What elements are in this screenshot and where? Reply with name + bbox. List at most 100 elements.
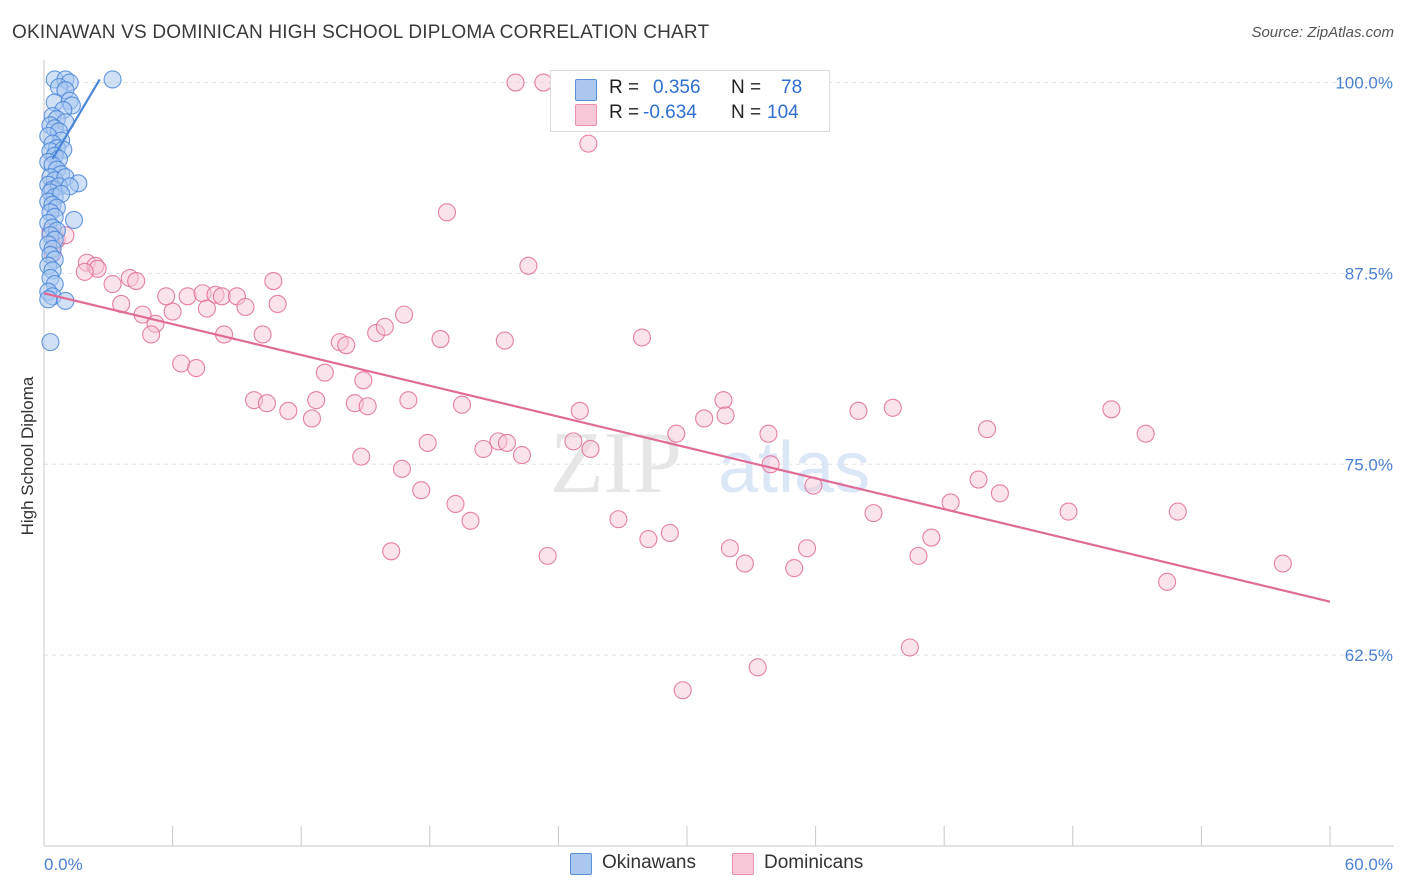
data-point-dominicans [437, 203, 456, 222]
x-tick-label: 60.0% [1345, 855, 1393, 874]
data-point-dominicans [157, 287, 176, 306]
data-point-dominicans [418, 433, 437, 452]
data-point-dominicans [412, 481, 431, 500]
data-point-dominicans [990, 484, 1009, 503]
data-point-dominicans [1136, 424, 1155, 443]
data-point-dominicans [354, 371, 373, 390]
legend-n-value-dominicans: 104 [767, 102, 799, 123]
data-point-dominicans [1158, 572, 1177, 591]
data-point-dominicans [358, 397, 377, 416]
data-point-dominicans [519, 256, 538, 275]
data-point-dominicans [1273, 554, 1292, 573]
data-point-dominicans [609, 510, 628, 529]
source-label: Source: ZipAtlas.com [1251, 24, 1394, 41]
data-point-dominicans [103, 275, 122, 294]
data-point-dominicans [797, 539, 817, 558]
trend-line-dominicans [43, 292, 1331, 603]
data-point-dominicans [197, 299, 216, 318]
x-tick-label: 0.0% [44, 855, 83, 874]
data-point-dominicans [187, 359, 206, 378]
data-point-dominicans [392, 459, 411, 478]
bottom-legend-label-okinawans: Okinawans [602, 852, 696, 873]
data-point-dominicans [720, 539, 739, 558]
data-point-dominicans [474, 439, 493, 459]
data-point-okinawans [41, 333, 60, 352]
data-point-dominicans [748, 658, 767, 677]
data-point-dominicans [446, 494, 465, 514]
data-point-dominicans [337, 336, 356, 355]
data-point-dominicans [172, 354, 191, 373]
data-point-dominicans [883, 398, 902, 417]
trend-lines [43, 78, 1331, 603]
data-point-dominicans [761, 455, 780, 474]
data-point-dominicans [236, 297, 255, 317]
data-point-dominicans [302, 409, 321, 428]
data-point-dominicans [538, 546, 557, 565]
data-point-dominicans [142, 325, 161, 344]
bottom-legend-swatch-okinawans [570, 853, 592, 875]
data-point-dominicans [395, 305, 414, 324]
tick-labels: 100.0% 87.5% 75.0% 62.5% 0.0% 60.0% [44, 74, 1393, 874]
data-point-dominicans [307, 391, 326, 410]
data-point-dominicans [759, 424, 778, 443]
data-point-dominicans [382, 542, 401, 561]
data-point-dominicans [978, 420, 997, 439]
data-point-dominicans [178, 287, 197, 306]
data-point-dominicans [399, 391, 418, 410]
data-point-dominicans [564, 432, 583, 451]
data-point-dominicans [253, 325, 272, 344]
data-point-dominicans [461, 511, 480, 530]
legend-r-label: R = [609, 77, 640, 98]
bottom-legend-dominicans: Dominicans [732, 852, 892, 876]
data-point-dominicans [570, 401, 589, 420]
chart-title: OKINAWAN VS DOMINICAN HIGH SCHOOL DIPLOM… [12, 22, 710, 43]
data-point-dominicans [279, 401, 298, 420]
data-point-dominicans [315, 363, 334, 382]
data-point-dominicans [1102, 400, 1121, 419]
data-point-dominicans [127, 271, 146, 291]
data-point-dominicans [673, 681, 692, 700]
watermark-atlas: atlas [718, 428, 870, 508]
data-point-dominicans [163, 302, 182, 321]
data-point-dominicans [1168, 502, 1187, 521]
data-point-dominicans [506, 73, 525, 92]
bottom-legend-swatch-dominicans [732, 853, 754, 875]
data-point-dominicans [495, 331, 514, 350]
data-point-dominicans [969, 470, 988, 489]
data-point-dominicans [431, 330, 450, 349]
data-point-dominicans [695, 409, 714, 428]
data-point-dominicans [900, 638, 919, 657]
y-tick-label: 75.0% [1345, 455, 1393, 474]
watermark: ZIP atlas [550, 415, 870, 512]
data-point-dominicans [714, 391, 733, 410]
y-tick-label: 87.5% [1345, 264, 1393, 283]
data-point-dominicans [716, 406, 735, 425]
data-point-dominicans [909, 546, 928, 565]
data-point-dominicans [581, 439, 600, 459]
y-tick-label: 62.5% [1345, 646, 1393, 665]
y-tick-label: 100.0% [1335, 74, 1393, 93]
series-dominicans [41, 73, 1292, 700]
trend-line-okinawans [51, 78, 101, 160]
legend-r-label: R = [609, 102, 640, 123]
data-point-dominicans [352, 447, 371, 466]
data-point-dominicans [660, 523, 679, 543]
data-point-dominicans [375, 317, 394, 336]
data-point-okinawans [64, 210, 84, 230]
data-point-dominicans [264, 271, 283, 291]
legend-r-value-dominicans: -0.634 [643, 102, 697, 123]
bottom-legend-label-dominicans: Dominicans [764, 852, 864, 873]
data-point-dominicans [1059, 502, 1078, 521]
data-point-dominicans [667, 424, 686, 443]
data-point-dominicans [864, 504, 883, 523]
correlation-legend: R = 0.356 N = 78 R = -0.634 N = 104 [550, 70, 830, 132]
data-point-okinawans [103, 70, 122, 89]
data-point-dominicans [735, 554, 754, 573]
bottom-legend-okinawans: Okinawans [570, 852, 720, 876]
data-point-dominicans [268, 294, 287, 313]
data-point-dominicans [639, 530, 658, 549]
data-point-dominicans [849, 401, 868, 420]
legend-swatch-okinawans [575, 79, 597, 101]
legend-n-label: N = [731, 77, 762, 98]
